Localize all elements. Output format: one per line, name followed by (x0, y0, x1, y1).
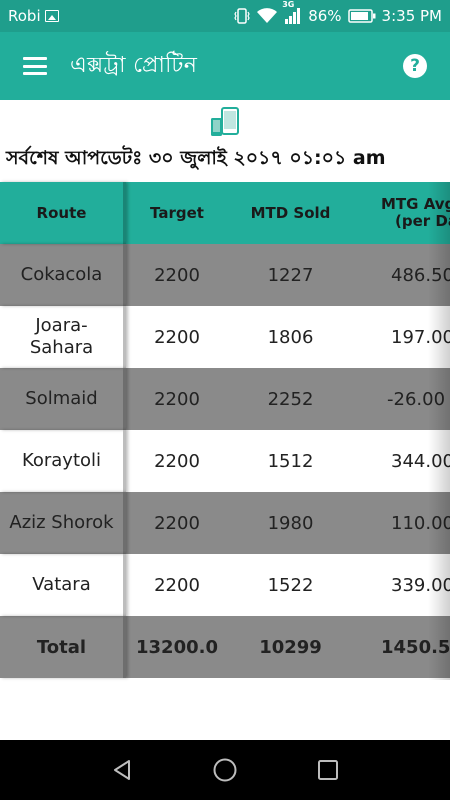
cell-mtd-sold: 1512 (267, 450, 314, 472)
cell-route: Vatara (0, 554, 126, 616)
back-triangle-icon (113, 760, 130, 780)
table-row[interactable]: Koraytoli 2200 1512 344.00 (0, 430, 450, 492)
total-label: Total (0, 616, 126, 678)
table-row[interactable]: Vatara 2200 1522 339.00 (0, 554, 450, 616)
cell-mtg-avg: 486.50 (391, 264, 450, 286)
menu-button[interactable] (0, 32, 70, 100)
header-mtg-avg[interactable]: MTG Avg (per Day) (353, 182, 450, 244)
cell-mtd-sold: 1980 (267, 512, 314, 534)
sales-table: Route Target MTD Sold MTG Avg (per Day) … (0, 182, 450, 678)
total-mtg-avg: 1450.50 (381, 636, 450, 658)
cell-route: Joara-Sahara (0, 306, 126, 368)
cell-target: 2200 (154, 326, 200, 348)
battery-percent: 86% (308, 7, 342, 25)
sync-area: সর্বশেষ আপডেটঃ ৩০ জুলাই ২০১৭ ০১:০১ am (0, 100, 450, 180)
help-question-icon: ? (403, 54, 427, 78)
clock-time: 3:35 PM (381, 7, 442, 25)
cell-mtd-sold: 1227 (267, 264, 314, 286)
last-update-text: সর্বশেষ আপডেটঃ ৩০ জুলাই ২০১৭ ০১:০১ am (6, 147, 386, 169)
wifi-icon (257, 8, 278, 23)
cell-mtg-avg: 110.00 (391, 512, 450, 534)
home-circle-icon (213, 758, 237, 782)
image-notification-icon (44, 10, 59, 22)
recents-button[interactable] (308, 750, 348, 790)
cell-mtd-sold: 2252 (267, 388, 314, 410)
status-bar: Robi 3G 86% 3:35 PM (0, 0, 450, 32)
vibrate-icon (234, 8, 250, 24)
table-row[interactable]: Solmaid 2200 2252 -26.00 (0, 368, 450, 430)
help-button[interactable]: ? (380, 32, 450, 100)
cell-target: 2200 (154, 512, 200, 534)
cell-target: 2200 (154, 388, 200, 410)
battery-icon (347, 9, 376, 23)
header-mtd-sold[interactable]: MTD Sold (250, 204, 331, 222)
cell-route: Cokacola (0, 244, 126, 306)
carrier-label: Robi (8, 7, 41, 25)
table-row[interactable]: Aziz Shorok 2200 1980 110.00 (0, 492, 450, 554)
cell-target: 2200 (154, 574, 200, 596)
back-button[interactable] (102, 750, 142, 790)
header-route[interactable]: Route (0, 182, 126, 244)
cell-mtg-avg: 197.00 (391, 326, 450, 348)
table-total-row: Total 13200.0 10299 1450.50 (0, 616, 450, 678)
phone-sync-icon[interactable] (208, 106, 242, 138)
page-title: এক্সট্রা প্রোটিন (70, 52, 198, 78)
header-mtg-avg-line2: (per Day) (395, 212, 450, 230)
recents-square-icon (318, 760, 339, 780)
header-target[interactable]: Target (150, 204, 204, 222)
total-mtd-sold: 10299 (259, 636, 322, 658)
cell-target: 2200 (154, 264, 200, 286)
header-mtg-avg-line1: MTG Avg (381, 195, 450, 213)
app-bar: এক্সট্রা প্রোটিন ? (0, 32, 450, 100)
cell-mtd-sold: 1806 (267, 326, 314, 348)
cell-route: Koraytoli (0, 430, 126, 492)
table-row[interactable]: Cokacola 2200 1227 486.50 (0, 244, 450, 306)
network-type-label: 3G (282, 0, 295, 9)
cell-route: Solmaid (0, 368, 126, 430)
cell-route: Aziz Shorok (0, 492, 126, 554)
hamburger-menu-icon (23, 57, 47, 75)
total-target: 13200.0 (136, 636, 218, 658)
signal-icon: 3G (282, 0, 302, 24)
cell-mtg-avg: -26.00 (387, 388, 446, 410)
system-nav-bar (0, 740, 450, 800)
cell-mtd-sold: 1522 (267, 574, 314, 596)
home-button[interactable] (205, 750, 245, 790)
cell-mtg-avg: 339.00 (391, 574, 450, 596)
table-row[interactable]: Joara-Sahara 2200 1806 197.00 (0, 306, 450, 368)
table-header-row: Route Target MTD Sold MTG Avg (per Day) (0, 182, 450, 244)
cell-target: 2200 (154, 450, 200, 472)
cell-mtg-avg: 344.00 (391, 450, 450, 472)
